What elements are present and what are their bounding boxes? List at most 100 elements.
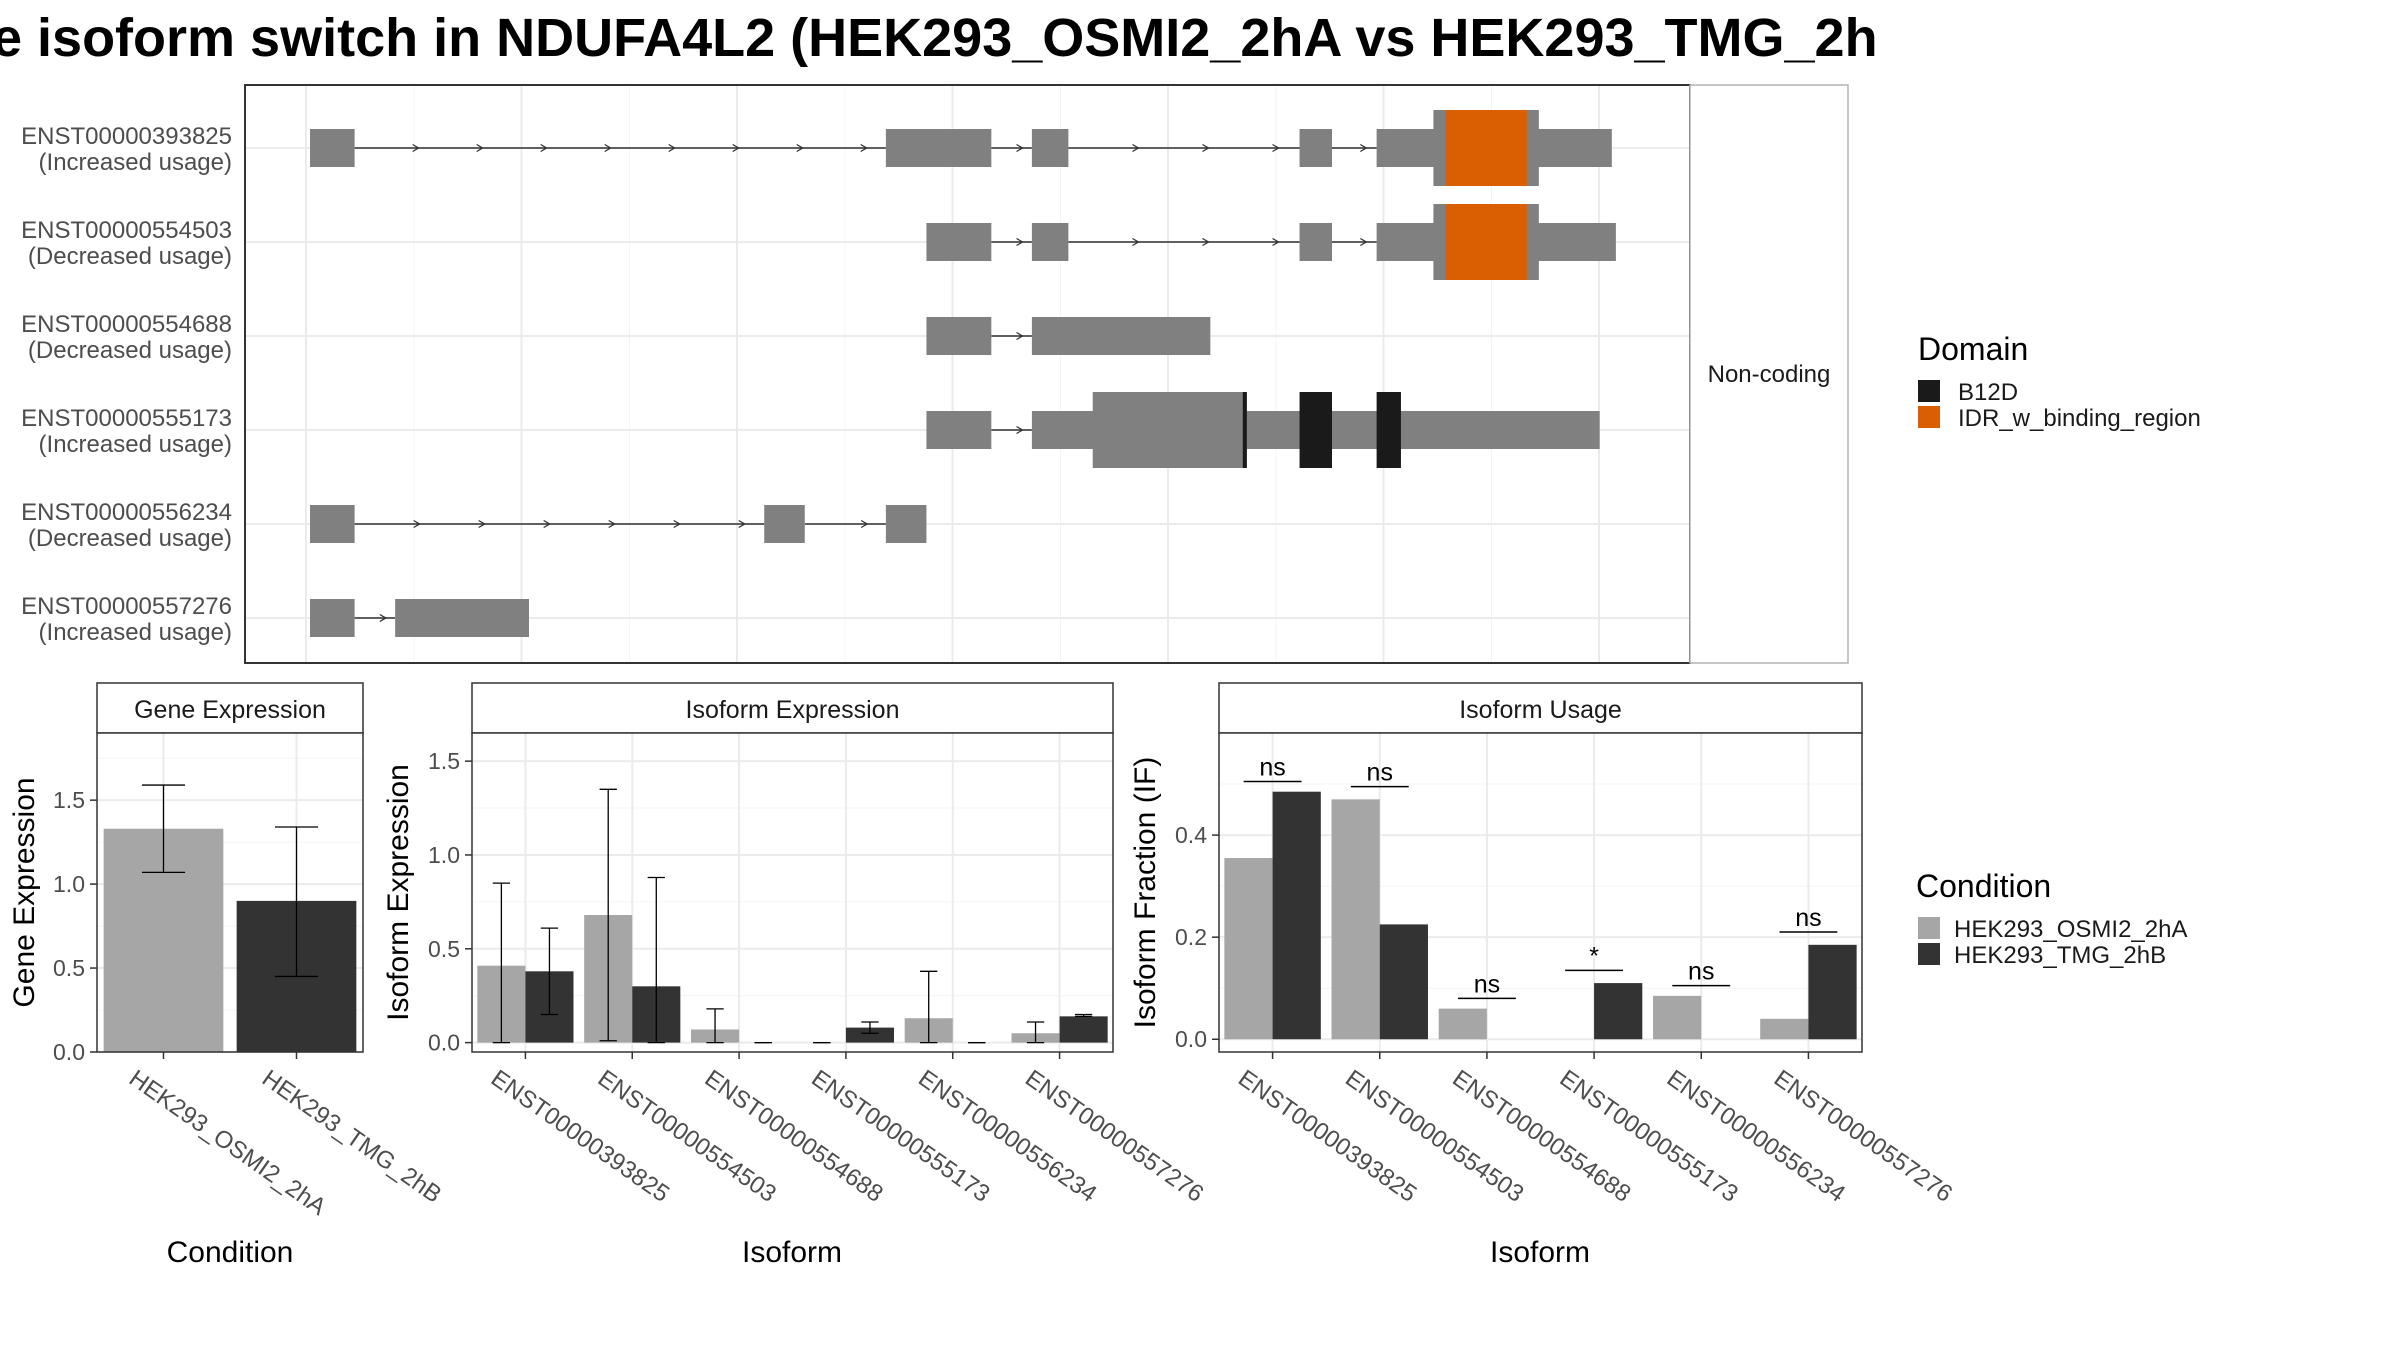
x-axis-label: Condition	[167, 1236, 294, 1269]
bar-enst00000554503-hek293-tmg-2hb	[1379, 924, 1428, 1040]
significance-label: ns	[1474, 970, 1500, 998]
intron-arrow	[1202, 237, 1210, 247]
plot-background	[1219, 733, 1862, 1052]
condition-legend-key-2	[1918, 943, 1940, 965]
plot-border	[96, 732, 364, 1053]
transcript-enst00000393825	[310, 110, 1612, 186]
y-tick-label: 1.5	[53, 787, 85, 813]
bar-enst00000554503-hek293-osmi2-2ha	[1331, 799, 1380, 1040]
figure-title: e isoform switch in NDUFA4L2 (HEK293_OSM…	[0, 8, 1878, 68]
transcript-usage-label: (Increased usage)	[39, 149, 232, 176]
bar-enst00000555173-hek293-tmg-2hb	[1594, 983, 1643, 1040]
isoform-expression-panel: Isoform Expression 0.0 0.5 1.0 1.5 Isoform Ex…	[382, 682, 1208, 1269]
domain-legend-label-idr: IDR_w_binding_region	[1958, 405, 2201, 432]
condition-legend: Condition HEK293_OSMI2_2hA HEK293_TMG_2h…	[1916, 868, 2187, 969]
x-axis-label: Isoform	[742, 1236, 842, 1269]
cds-region	[1092, 392, 1247, 468]
transcript-usage-label: (Decreased usage)	[28, 243, 232, 270]
x-tick-label: ENST00000393825	[1233, 1065, 1421, 1208]
intron-arrow	[540, 143, 548, 153]
intron-arrow	[1132, 237, 1140, 247]
x-tick-label: ENST00000557276	[1769, 1065, 1957, 1208]
transcript-id-label: ENST00000555173	[21, 405, 232, 432]
intron-arrow	[543, 519, 551, 529]
exon	[310, 129, 355, 167]
panel-strip	[1218, 682, 1863, 734]
y-axis-label: Isoform Fraction (IF)	[1129, 757, 1162, 1029]
intron-arrow	[1272, 237, 1280, 247]
transcript-usage-label: (Increased usage)	[39, 431, 232, 458]
transcript-enst00000555173	[926, 392, 1600, 468]
coding-strip	[1689, 84, 1849, 664]
exon	[1031, 223, 1069, 261]
exon	[926, 317, 992, 355]
significance-label: ns	[1795, 904, 1821, 932]
exon	[1031, 129, 1069, 167]
x-tick-label: ENST00000554503	[593, 1065, 781, 1208]
bar-enst00000557276-hek293-tmg-2hb	[1808, 944, 1857, 1040]
exon	[1299, 223, 1332, 261]
intron-arrow	[796, 143, 804, 153]
x-tick-label: ENST00000554688	[700, 1065, 888, 1208]
y-tick-label: 0.2	[1175, 924, 1207, 950]
x-tick-label: ENST00000556234	[913, 1065, 1101, 1208]
domain-b12d	[1299, 392, 1332, 468]
x-axis-label: Isoform	[1490, 1236, 1590, 1269]
transcript-usage-label: (Increased usage)	[39, 619, 232, 646]
transcript-enst00000554688	[926, 317, 1211, 355]
intron-arrow	[732, 143, 740, 153]
x-tick-label: ENST00000554688	[1447, 1065, 1635, 1208]
exon	[395, 599, 529, 637]
y-tick-label: 1.0	[53, 871, 85, 897]
x-tick-label: ENST00000555173	[1555, 1065, 1743, 1208]
x-tick-label: ENST00000556234	[1662, 1065, 1850, 1208]
domain-idr-w-binding-region	[1445, 204, 1527, 280]
exon	[926, 411, 992, 449]
transcript-id-label: ENST00000557276	[21, 593, 232, 620]
intron-arrow	[1359, 237, 1368, 247]
transcript-labels: ENST00000393825(Increased usage)ENST0000…	[21, 123, 232, 646]
significance-label: ns	[1367, 759, 1393, 787]
transcript-id-label: ENST00000556234	[21, 499, 232, 526]
intron-arrow	[668, 143, 676, 153]
intron-arrow	[673, 519, 681, 529]
bar-enst00000393825-hek293-tmg-2hb	[1272, 791, 1321, 1040]
bar-enst00000556234-hek293-osmi2-2ha	[1653, 995, 1702, 1040]
intron-arrow	[604, 143, 612, 153]
intron-arrow	[412, 143, 420, 153]
transcript-usage-label: (Decreased usage)	[28, 525, 232, 552]
transcript-enst00000554503	[926, 204, 1616, 280]
plot-border	[1218, 732, 1863, 1053]
exon	[1031, 317, 1211, 355]
plot-background	[472, 733, 1113, 1052]
intron-arrow	[1359, 143, 1368, 153]
intron-arrow	[1132, 143, 1140, 153]
condition-legend-key-1	[1918, 917, 1940, 939]
intron-arrow	[1016, 143, 1024, 153]
intron-arrow	[413, 519, 421, 529]
exon	[1299, 129, 1332, 167]
panel-title: Gene Expression	[134, 696, 326, 724]
transcript-structures	[310, 110, 1616, 637]
intron-arrow	[478, 519, 486, 529]
y-axis-label: Isoform Expression	[382, 764, 415, 1021]
intron-arrow	[1016, 331, 1024, 341]
bar-enst00000554688-hek293-osmi2-2ha	[1438, 1008, 1487, 1040]
intron-arrow	[476, 143, 484, 153]
intron-arrow	[608, 519, 616, 529]
x-tick-label: ENST00000393825	[486, 1065, 674, 1208]
x-tick-label: ENST00000555173	[806, 1065, 994, 1208]
transcript-id-label: ENST00000393825	[21, 123, 232, 150]
x-tick-label: ENST00000554503	[1340, 1065, 1528, 1208]
plot-border	[471, 732, 1114, 1053]
exon	[310, 599, 355, 637]
x-tick-label: ENST00000557276	[1020, 1065, 1208, 1208]
y-tick-label: 0.4	[1175, 822, 1207, 848]
coding-strip-label: Non-coding	[1708, 361, 1831, 388]
domain-legend-key-b12d	[1918, 380, 1940, 402]
bar-enst00000555173-hek293-tmg-2hb	[845, 1027, 894, 1043]
domain-legend-title: Domain	[1918, 331, 2028, 367]
transcript-id-label: ENST00000554688	[21, 311, 232, 338]
